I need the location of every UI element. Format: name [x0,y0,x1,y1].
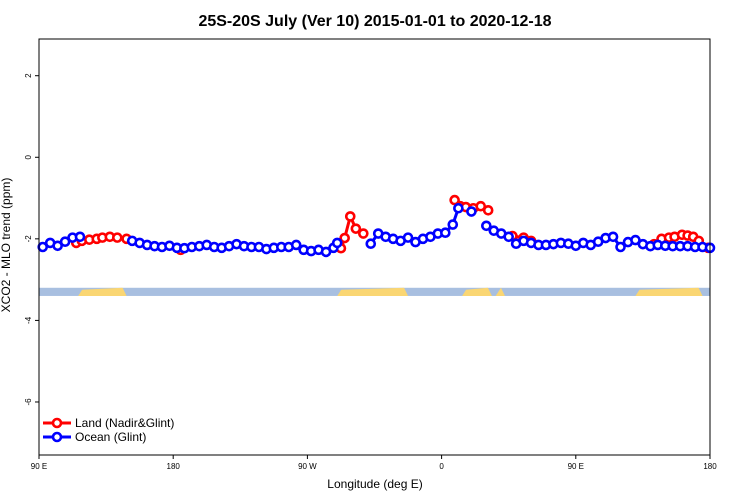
land-ocean-mask [39,287,710,296]
data-point [482,204,494,216]
data-point [503,231,515,243]
series-ocean [37,202,716,258]
x-axis-label: Longitude (deg E) [327,477,422,491]
data-point [358,228,369,239]
data-point [52,240,63,252]
data-point [453,202,464,214]
chart-title: 25S-20S July (Ver 10) 2015-01-01 to 2020… [198,13,551,30]
x-tick-label: 180 [703,462,717,471]
legend-swatch-marker [51,431,63,443]
y-tick-label: -4 [24,316,33,324]
data-point [365,238,377,250]
axes: 90 E 180 90 W 0 90 E 180 2 0 -2 -4 -6 [24,38,717,471]
x-tick-label: 90 E [31,462,47,471]
y-tick-label: -6 [24,398,33,406]
land-band [462,287,492,296]
land-band [337,287,409,296]
data-point [111,232,123,243]
legend-label: Ocean (Glint) [75,430,146,444]
x-tick-label: 90 W [298,462,317,471]
data-point [440,227,451,239]
data-point [74,231,86,243]
legend-item-land: Land (Nadir&Glint) [43,416,174,430]
data-point [466,206,477,217]
legend-swatch-marker [51,417,63,429]
series-layer [37,194,716,258]
data-point [475,200,487,212]
data-point [344,211,356,222]
data-point [402,232,414,243]
data-point [320,246,332,258]
y-tick-label: 2 [24,73,33,78]
data-point [481,220,492,232]
data-point [449,194,460,206]
land-band [78,287,127,296]
data-point [447,219,459,230]
data-point [59,236,71,247]
data-point [615,241,626,253]
data-point [339,232,350,244]
legend: Land (Nadir&Glint)Ocean (Glint) [43,416,174,444]
data-point [331,237,343,249]
data-point [350,223,362,234]
land-band [495,287,505,296]
data-point [630,234,641,246]
y-tick-label: -2 [24,235,33,243]
y-tick-label: 0 [24,155,33,160]
x-tick-label: 90 E [568,462,584,471]
y-axis-label: XCO2 - MLO trend (ppm) [0,178,13,313]
land-band [635,287,703,296]
x-tick-label: 0 [439,462,444,471]
data-point [290,239,302,251]
data-point [607,231,619,243]
legend-label: Land (Nadir&Glint) [75,416,174,430]
x-tick-label: 180 [167,462,181,471]
legend-item-ocean: Ocean (Glint) [43,430,146,444]
plot-frame [38,38,711,456]
